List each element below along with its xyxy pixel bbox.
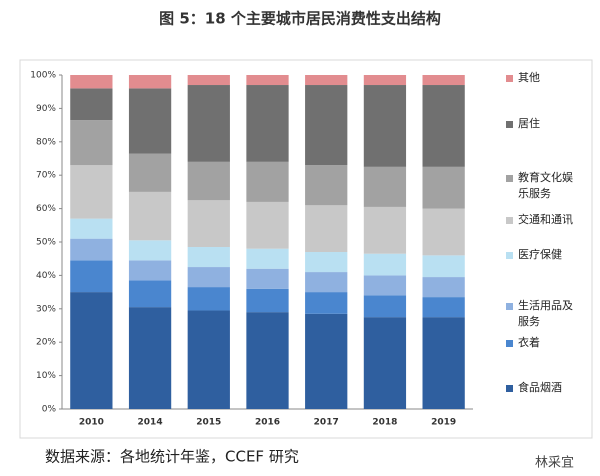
- x-tick-label: 2010: [79, 418, 104, 428]
- bar-segment: [128, 75, 172, 89]
- bar-segment: [128, 153, 172, 192]
- bar-segment: [422, 208, 465, 256]
- watermark: 林采宜: [535, 456, 574, 471]
- chart-title: 图 5：18 个主要城市居民消费性支出结构: [159, 10, 441, 28]
- x-tick-label: 2014: [138, 418, 163, 428]
- chart-frame: [19, 59, 593, 439]
- bar-segment: [128, 191, 172, 241]
- bar-segment: [363, 75, 407, 86]
- bar-segment: [305, 292, 348, 314]
- bar-segment: [305, 272, 348, 293]
- legend-swatch: [506, 175, 513, 182]
- bar-segment: [422, 85, 465, 167]
- bar-segment: [422, 166, 465, 209]
- bar-segment: [128, 88, 172, 154]
- bar-segment: [363, 295, 407, 318]
- bar-segment: [305, 205, 348, 253]
- y-tick-label: 0%: [42, 405, 57, 415]
- legend-label: 生活用品及服务: [518, 299, 573, 328]
- y-tick-label: 60%: [36, 204, 56, 214]
- legend-swatch: [506, 217, 513, 224]
- bar-segment: [363, 253, 407, 276]
- bar-segment: [305, 252, 348, 273]
- bar-segment: [246, 75, 289, 86]
- bar-segment: [187, 75, 230, 86]
- x-tick-label: 2015: [196, 418, 221, 428]
- bar-segment: [187, 200, 230, 248]
- bar-segment: [305, 85, 348, 166]
- y-tick-label: 10%: [36, 371, 56, 381]
- x-tick-label: 2018: [372, 418, 397, 428]
- legend-swatch: [506, 252, 513, 259]
- bar-segment: [187, 161, 230, 201]
- y-tick-label: 40%: [36, 271, 56, 281]
- bar-segment: [70, 292, 113, 409]
- bar-segment: [305, 165, 348, 206]
- y-tick-label: 50%: [36, 238, 56, 248]
- source-note: 数据来源：各地统计年鉴，CCEF 研究: [45, 448, 299, 466]
- bar-segment: [246, 201, 289, 249]
- legend-label: 医疗保健: [518, 248, 562, 261]
- bar-segment: [422, 297, 465, 318]
- y-tick-label: 100%: [30, 71, 56, 81]
- bar-segment: [246, 312, 289, 409]
- legend-label: 食品烟酒: [518, 381, 562, 394]
- bar-segment: [70, 75, 113, 89]
- y-tick-label: 70%: [36, 171, 56, 181]
- legend-swatch: [506, 121, 513, 128]
- bar-segment: [128, 260, 172, 281]
- legend-swatch: [506, 75, 513, 82]
- y-tick-label: 30%: [36, 304, 56, 314]
- bar-segment: [70, 238, 113, 261]
- bar-segment: [187, 267, 230, 288]
- bar-segment: [246, 288, 289, 313]
- bar-segment: [363, 206, 407, 254]
- bar-segment: [70, 165, 113, 219]
- bar-segment: [363, 317, 407, 409]
- bar-segment: [363, 275, 407, 296]
- bar-segment: [70, 260, 113, 293]
- legend-label: 居住: [518, 117, 540, 130]
- bar-segment: [305, 313, 348, 409]
- x-tick-label: 2019: [431, 418, 456, 428]
- bar-segment: [246, 268, 289, 289]
- y-tick-label: 20%: [36, 338, 56, 348]
- bar-segment: [246, 248, 289, 269]
- bar-segment: [187, 85, 230, 162]
- bar-segment: [246, 85, 289, 162]
- y-tick-label: 80%: [36, 137, 56, 147]
- bar-segment: [363, 85, 407, 167]
- legend-swatch: [506, 303, 513, 310]
- bar-segment: [128, 240, 172, 261]
- bar-segment: [70, 88, 113, 121]
- y-tick-label: 90%: [36, 104, 56, 114]
- legend-label: 教育文化娱乐服务: [518, 171, 573, 200]
- bar-segment: [422, 277, 465, 298]
- bar-segment: [363, 166, 407, 207]
- legend-label: 交通和通讯: [518, 213, 573, 226]
- bar-segment: [305, 75, 348, 86]
- legend-label: 其他: [518, 71, 540, 84]
- bar-segment: [246, 161, 289, 202]
- legend-swatch: [506, 385, 513, 392]
- bar-segment: [70, 218, 113, 239]
- bar-segment: [422, 317, 465, 409]
- bar-segment: [422, 75, 465, 86]
- bar-segment: [187, 310, 230, 409]
- bar-segment: [422, 255, 465, 278]
- bar-segment: [70, 120, 113, 166]
- bar-segment: [187, 247, 230, 268]
- legend-label: 衣着: [518, 336, 540, 349]
- bar-segment: [128, 307, 172, 409]
- bar-segment: [187, 287, 230, 311]
- bar-segment: [128, 280, 172, 308]
- x-tick-label: 2016: [255, 418, 280, 428]
- legend-swatch: [506, 340, 513, 347]
- x-tick-label: 2017: [314, 418, 339, 428]
